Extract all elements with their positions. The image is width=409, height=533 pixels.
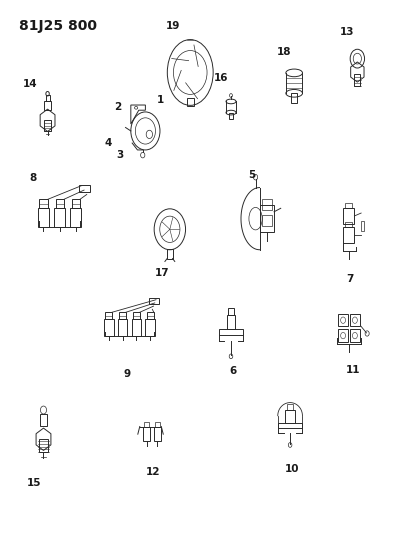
Text: 8: 8 — [30, 173, 37, 183]
Bar — [38, 208, 49, 227]
Bar — [143, 426, 150, 441]
Bar — [361, 221, 364, 231]
Text: 7: 7 — [346, 274, 354, 284]
Bar — [118, 319, 128, 336]
Text: 12: 12 — [146, 467, 161, 477]
Bar — [45, 120, 51, 131]
Bar — [350, 329, 360, 342]
Bar — [229, 112, 233, 118]
Bar — [346, 203, 352, 208]
Bar — [119, 312, 126, 319]
Text: 17: 17 — [154, 268, 169, 278]
Bar — [54, 208, 65, 227]
Text: 13: 13 — [340, 27, 355, 37]
Bar — [354, 74, 360, 86]
Text: 5: 5 — [248, 170, 255, 180]
Bar — [79, 185, 90, 191]
Text: 2: 2 — [114, 102, 121, 112]
Bar — [132, 319, 142, 336]
Bar — [219, 329, 243, 335]
Bar — [285, 410, 295, 423]
Bar — [70, 208, 81, 227]
Text: 15: 15 — [27, 478, 42, 488]
Bar — [149, 298, 159, 304]
Bar — [39, 199, 47, 208]
Bar — [338, 314, 348, 326]
Bar — [278, 423, 302, 429]
Bar — [39, 439, 48, 452]
Bar — [155, 422, 160, 426]
Bar — [291, 93, 297, 103]
Bar — [144, 422, 149, 426]
Bar — [262, 199, 272, 210]
Bar — [343, 208, 355, 223]
Text: 10: 10 — [285, 464, 299, 473]
Text: 81J25 800: 81J25 800 — [19, 19, 97, 33]
Bar — [105, 312, 112, 319]
Bar — [346, 222, 352, 228]
Bar — [154, 426, 161, 441]
Text: 1: 1 — [157, 95, 164, 105]
Text: 19: 19 — [166, 21, 180, 31]
Text: 3: 3 — [117, 150, 124, 160]
Bar — [350, 314, 360, 326]
Bar — [56, 199, 64, 208]
Bar — [167, 249, 173, 259]
Bar — [40, 414, 47, 426]
Bar — [187, 98, 194, 107]
Text: 18: 18 — [277, 47, 291, 57]
Bar — [227, 315, 236, 329]
Text: 4: 4 — [104, 138, 112, 148]
Bar — [104, 319, 114, 336]
Bar — [338, 329, 348, 342]
Text: 11: 11 — [346, 365, 360, 375]
Text: 16: 16 — [213, 73, 228, 83]
Bar — [260, 205, 274, 232]
Text: 9: 9 — [124, 369, 130, 379]
Text: 6: 6 — [229, 366, 237, 376]
Bar — [228, 309, 234, 315]
Bar — [133, 312, 140, 319]
Bar — [343, 228, 355, 243]
Bar — [45, 95, 49, 101]
Bar — [147, 312, 154, 319]
Text: 14: 14 — [23, 79, 38, 89]
Bar — [262, 214, 272, 225]
Bar — [72, 199, 80, 208]
Bar — [287, 404, 294, 410]
Bar — [44, 101, 52, 110]
Bar — [145, 319, 155, 336]
